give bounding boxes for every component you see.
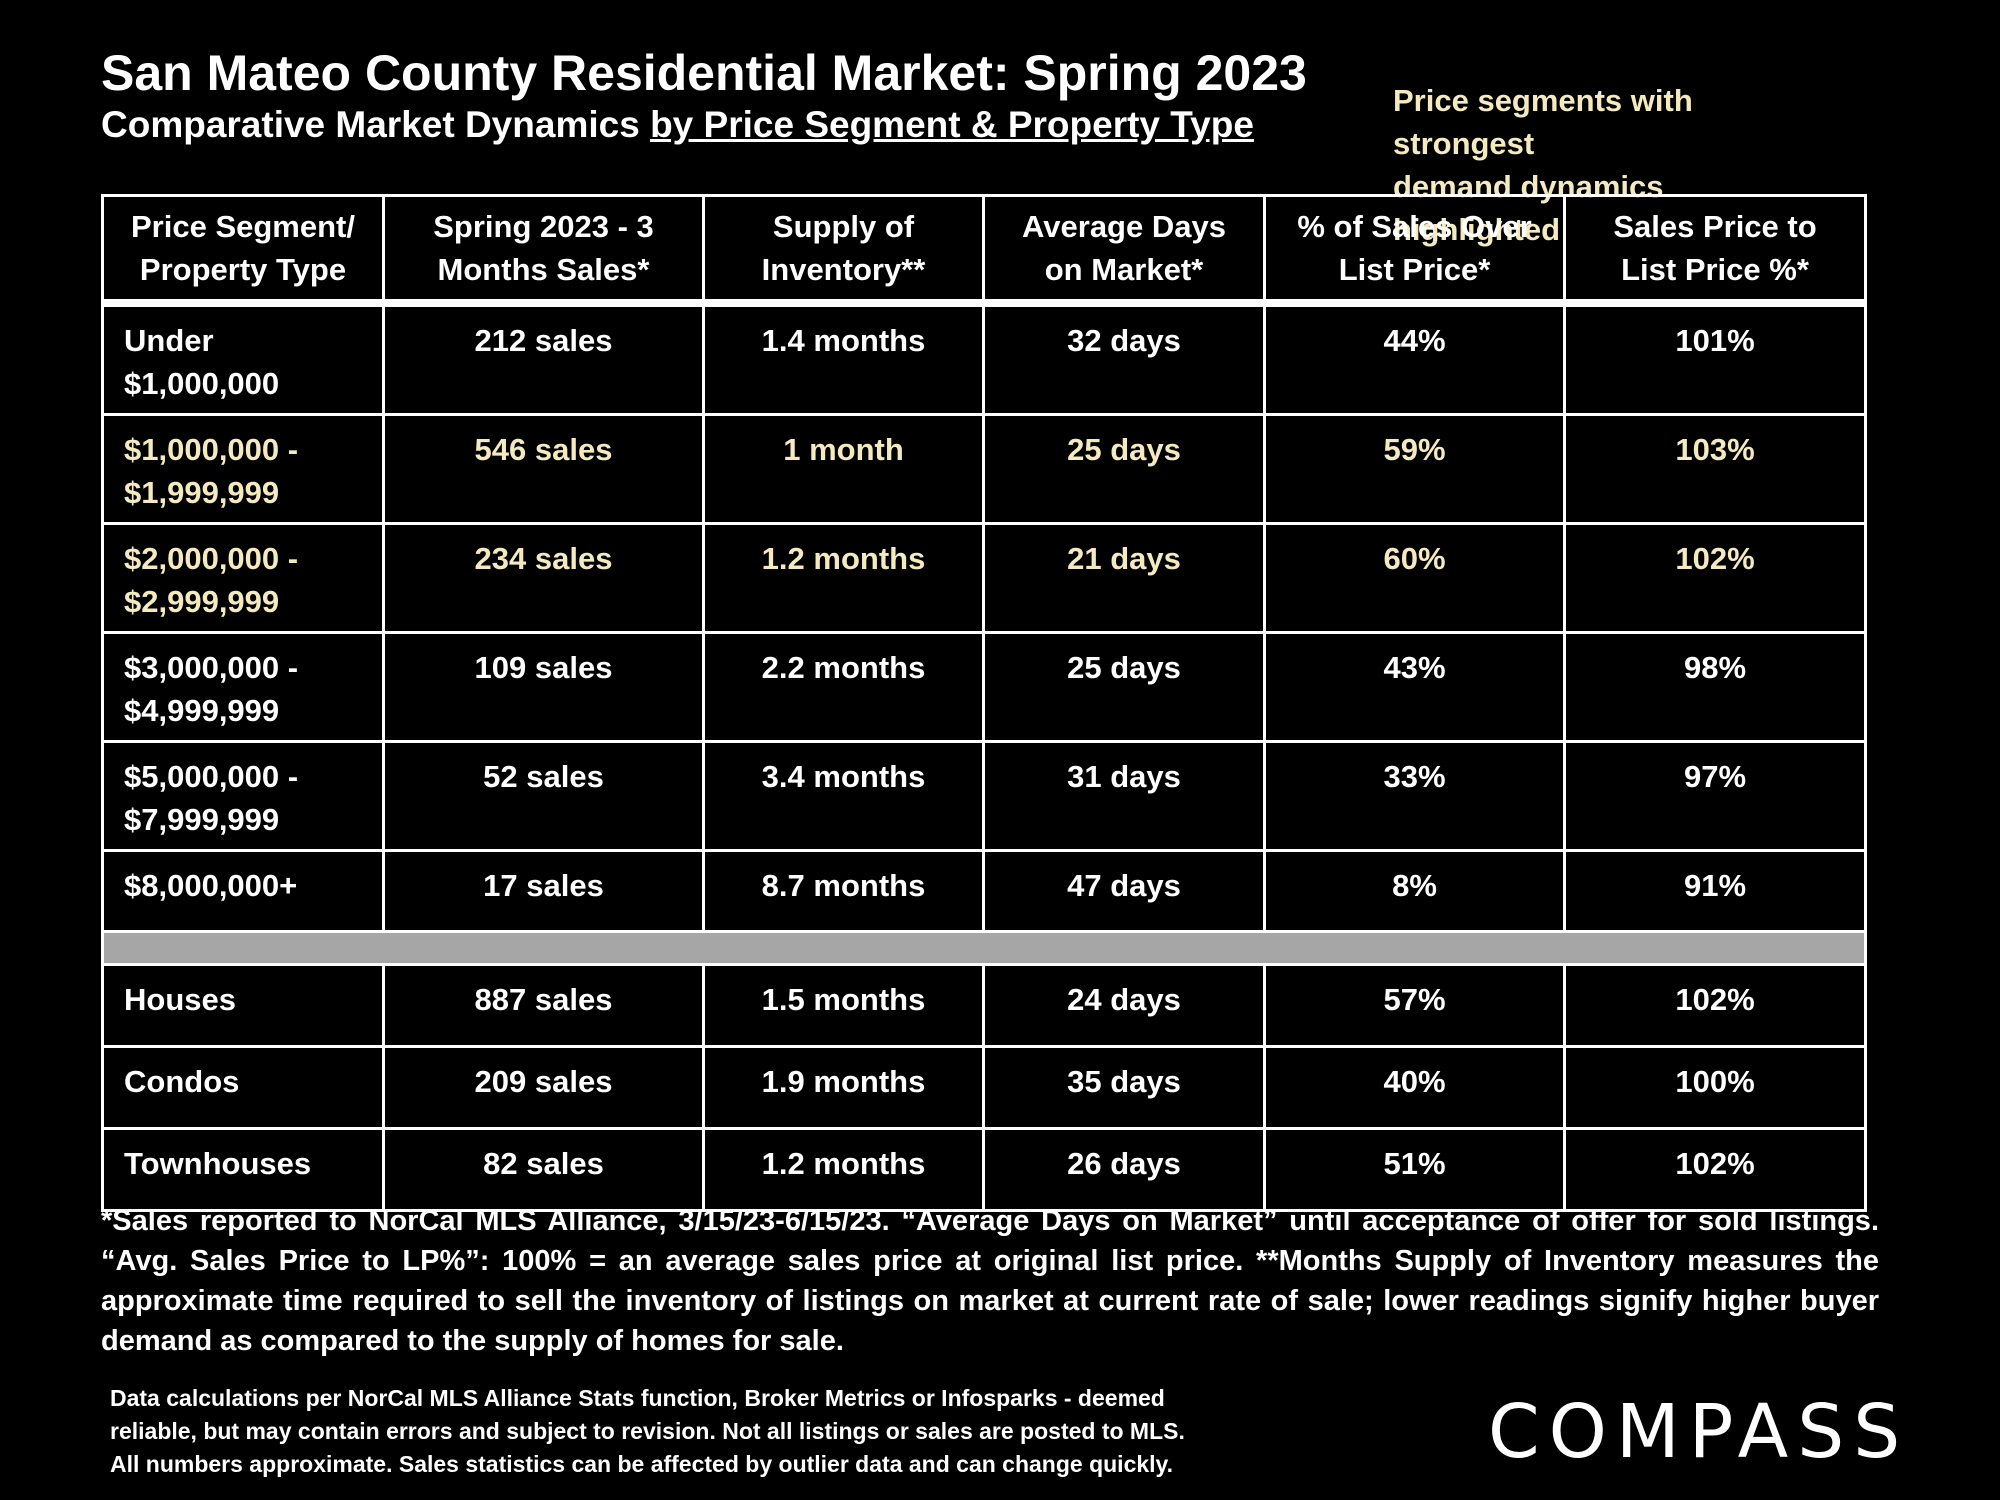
supply-cell: 1.4 months [702, 301, 985, 416]
property-type-label: Houses [101, 963, 385, 1048]
days-cell: 35 days [982, 1045, 1266, 1130]
sales-to-list-cell: 98% [1563, 631, 1867, 743]
column-header-sales-to-list: Sales Price to List Price %* [1563, 194, 1867, 307]
column-header-days-on-market: Average Days on Market* [982, 194, 1266, 307]
table-row: Under $1,000,000 212 sales 1.4 months 32 … [101, 301, 1867, 416]
sales-cell: 234 sales [382, 522, 705, 634]
sales-to-list-cell: 100% [1563, 1045, 1867, 1130]
market-dynamics-table: Price Segment/Property Type Spring 2023 … [101, 194, 1867, 1212]
sales-to-list-cell: 103% [1563, 413, 1867, 525]
table-row: Condos 209 sales 1.9 months 35 days 40% … [101, 1045, 1867, 1130]
supply-cell: 1.9 months [702, 1045, 985, 1130]
over-list-cell: 8% [1263, 849, 1566, 933]
days-cell: 24 days [982, 963, 1266, 1048]
segment-label: $2,000,000 - $2,999,999 [101, 522, 385, 634]
sales-cell: 546 sales [382, 413, 705, 525]
supply-cell: 1.2 months [702, 1127, 985, 1212]
segment-label: Under $1,000,000 [101, 301, 385, 416]
sales-to-list-cell: 91% [1563, 849, 1867, 933]
subtitle-underlined-text: by Price Segment & Property Type [650, 104, 1254, 145]
column-header-over-list: % of Sales Over List Price* [1263, 194, 1566, 307]
segment-label: $3,000,000 - $4,999,999 [101, 631, 385, 743]
days-cell: 32 days [982, 301, 1266, 416]
disclaimer-line-2: reliable, but may contain errors and sub… [110, 1418, 1185, 1444]
table-row: Houses 887 sales 1.5 months 24 days 57% … [101, 963, 1867, 1048]
over-list-cell: 44% [1263, 301, 1566, 416]
table-row: Townhouses 82 sales 1.2 months 26 days 5… [101, 1127, 1867, 1212]
sales-cell: 17 sales [382, 849, 705, 933]
table-header-row: Price Segment/Property Type Spring 2023 … [101, 194, 1867, 307]
sales-cell: 52 sales [382, 740, 705, 852]
supply-cell: 1.5 months [702, 963, 985, 1048]
property-type-label: Townhouses [101, 1127, 385, 1212]
over-list-cell: 59% [1263, 413, 1566, 525]
over-list-cell: 43% [1263, 631, 1566, 743]
column-header-price-segment: Price Segment/Property Type [101, 194, 385, 307]
supply-cell: 3.4 months [702, 740, 985, 852]
table-row: $5,000,000 - $7,999,999 52 sales 3.4 mont… [101, 740, 1867, 852]
sales-cell: 82 sales [382, 1127, 705, 1212]
sales-to-list-cell: 102% [1563, 1127, 1867, 1212]
compass-logo-text: COMPASS [1488, 1389, 1910, 1475]
supply-cell: 8.7 months [702, 849, 985, 933]
page-title: San Mateo County Residential Market: Spr… [101, 45, 1307, 101]
sales-to-list-cell: 101% [1563, 301, 1867, 416]
compass-logo: COMPASS [1488, 1392, 1918, 1472]
page-subtitle: Comparative Market Dynamics by Price Seg… [101, 104, 1254, 146]
disclaimer: Data calculations per NorCal MLS Allianc… [110, 1382, 1310, 1481]
days-cell: 47 days [982, 849, 1266, 933]
sales-cell: 109 sales [382, 631, 705, 743]
table-row: $8,000,000+ 17 sales 8.7 months 47 days … [101, 849, 1867, 933]
segment-label: $5,000,000 - $7,999,999 [101, 740, 385, 852]
sales-to-list-cell: 102% [1563, 963, 1867, 1048]
over-list-cell: 33% [1263, 740, 1566, 852]
disclaimer-line-1: Data calculations per NorCal MLS Allianc… [110, 1385, 1165, 1411]
segment-label: $1,000,000 - $1,999,999 [101, 413, 385, 525]
sales-to-list-cell: 102% [1563, 522, 1867, 634]
over-list-cell: 51% [1263, 1127, 1566, 1212]
property-type-label: Condos [101, 1045, 385, 1130]
days-cell: 26 days [982, 1127, 1266, 1212]
highlight-note-line-1: Price segments with strongest [1393, 83, 1693, 161]
table-row: $3,000,000 - $4,999,999 109 sales 2.2 mon… [101, 631, 1867, 743]
supply-cell: 2.2 months [702, 631, 985, 743]
table-row: $2,000,000 - $2,999,999 234 sales 1.2 mon… [101, 522, 1867, 634]
disclaimer-line-3: All numbers approximate. Sales statistic… [110, 1451, 1174, 1477]
days-cell: 31 days [982, 740, 1266, 852]
subtitle-text: Comparative Market Dynamics [101, 104, 651, 145]
column-header-sales: Spring 2023 - 3 Months Sales* [382, 194, 705, 307]
table-separator-row [101, 930, 1867, 966]
over-list-cell: 57% [1263, 963, 1566, 1048]
sales-cell: 887 sales [382, 963, 705, 1048]
days-cell: 25 days [982, 631, 1266, 743]
sales-cell: 209 sales [382, 1045, 705, 1130]
over-list-cell: 60% [1263, 522, 1566, 634]
over-list-cell: 40% [1263, 1045, 1566, 1130]
table-row: $1,000,000 - $1,999,999 546 sales 1 month… [101, 413, 1867, 525]
days-cell: 21 days [982, 522, 1266, 634]
footnote: *Sales reported to NorCal MLS Alliance, … [101, 1205, 1879, 1357]
sales-cell: 212 sales [382, 301, 705, 416]
sales-to-list-cell: 97% [1563, 740, 1867, 852]
segment-label: $8,000,000+ [101, 849, 385, 933]
supply-cell: 1.2 months [702, 522, 985, 634]
column-header-supply: Supply of Inventory** [702, 194, 985, 307]
supply-cell: 1 month [702, 413, 985, 525]
days-cell: 25 days [982, 413, 1266, 525]
separator-bar [101, 930, 1867, 966]
